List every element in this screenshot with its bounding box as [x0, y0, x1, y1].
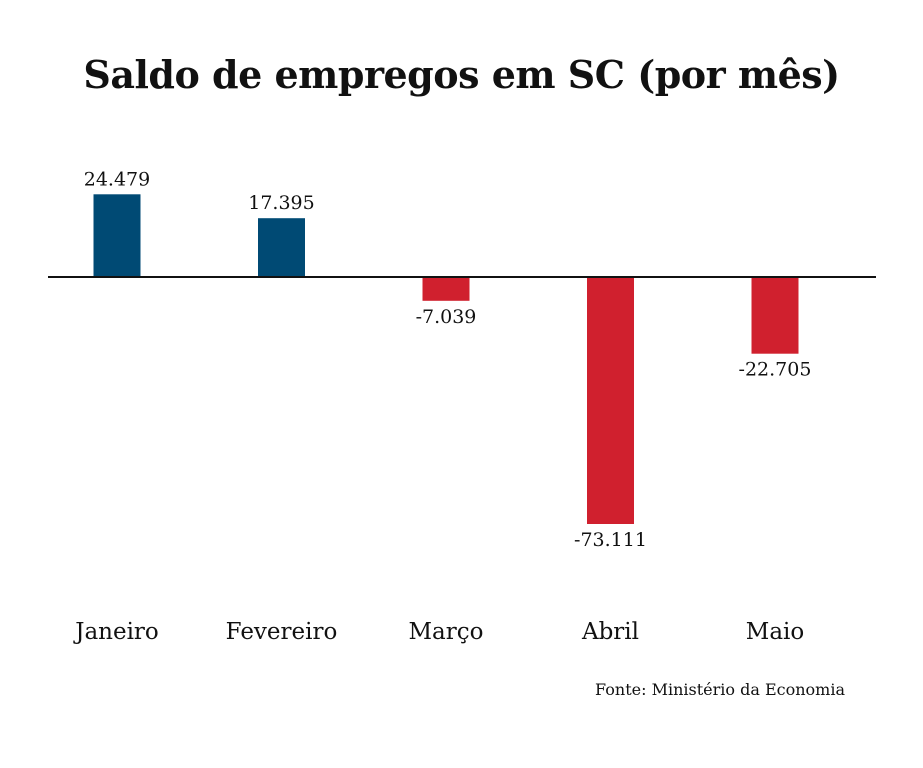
bar-2: [422, 277, 470, 301]
category-label-2: Março: [409, 619, 484, 645]
category-label-4: Maio: [746, 619, 804, 645]
bars-group: [93, 194, 799, 524]
bar-value-label-0: 24.479: [84, 168, 150, 190]
bar-4: [751, 277, 799, 354]
category-labels-group: Janeiro Fevereiro Março Abril Maio: [73, 619, 804, 645]
category-label-1: Fevereiro: [226, 619, 338, 645]
bar-0: [93, 194, 141, 277]
category-label-3: Abril: [581, 619, 639, 645]
source-note: Fonte: Ministério da Economia: [595, 680, 845, 699]
bar-value-label-4: -22.705: [739, 359, 812, 381]
bar-3: [587, 277, 634, 524]
bar-value-label-2: -7.039: [416, 306, 477, 328]
bar-value-label-1: 17.395: [248, 192, 314, 214]
bar-value-label-3: -73.111: [574, 529, 647, 551]
bar-labels-group: 24.479 17.395 -7.039 -73.111 -22.705: [84, 168, 812, 551]
chart-title: Saldo de empregos em SC (por mês): [83, 52, 840, 97]
bar-1: [258, 218, 305, 277]
category-label-0: Janeiro: [73, 619, 159, 645]
